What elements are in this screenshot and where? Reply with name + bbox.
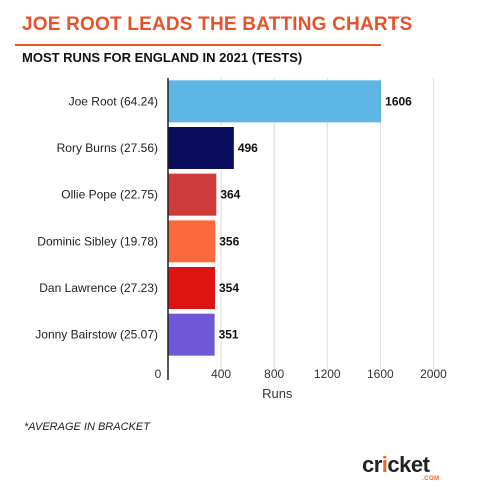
bar bbox=[168, 80, 382, 123]
logo-wordmark: cricket bbox=[362, 452, 430, 477]
footnote: *AVERAGE IN BRACKET bbox=[24, 421, 150, 433]
category-label: Joe Root (64.24) bbox=[69, 94, 158, 108]
logo-domain: .COM bbox=[422, 476, 440, 482]
chart-subtitle: MOST RUNS FOR ENGLAND IN 2021 (TESTS) bbox=[22, 50, 303, 65]
tick-layer: 0 400 800 1200 1600 2000 bbox=[155, 367, 447, 381]
data-label: 354 bbox=[219, 281, 239, 295]
category-label: Rory Burns (27.56) bbox=[57, 141, 158, 155]
data-label: 496 bbox=[238, 141, 258, 155]
category-label: Dominic Sibley (19.78) bbox=[37, 234, 158, 248]
bar bbox=[168, 173, 217, 216]
bar bbox=[168, 220, 216, 263]
data-label: 364 bbox=[220, 188, 240, 202]
category-label: Jonny Bairstow (25.07) bbox=[35, 328, 158, 342]
title-underline bbox=[15, 44, 381, 46]
cricket-com-logo: cricket .COM bbox=[362, 452, 462, 492]
data-label: 1606 bbox=[385, 94, 412, 108]
bar bbox=[168, 127, 234, 169]
data-label: 356 bbox=[219, 234, 239, 248]
chart-title: JOE ROOT LEADS THE BATTING CHARTS bbox=[22, 14, 413, 35]
bar bbox=[168, 267, 215, 309]
x-tick-label: 1600 bbox=[367, 367, 394, 381]
category-label: Dan Lawrence (27.23) bbox=[39, 281, 158, 295]
data-label: 351 bbox=[219, 328, 239, 342]
x-tick-label: 2000 bbox=[420, 367, 447, 381]
x-tick-label: 0 bbox=[155, 367, 162, 381]
grid-layer bbox=[220, 78, 434, 370]
x-tick-label: 800 bbox=[264, 367, 284, 381]
bar bbox=[168, 313, 215, 356]
x-axis-label: Runs bbox=[262, 386, 293, 401]
bar-chart: Joe Root (64.24) 1606 Rory Burns (27.56) 49… bbox=[35, 78, 447, 401]
label-layer: Joe Root (64.24) 1606 Rory Burns (27.56) 49… bbox=[35, 94, 412, 341]
bar-layer bbox=[168, 80, 382, 356]
x-tick-label: 1200 bbox=[314, 367, 341, 381]
category-label: Ollie Pope (22.75) bbox=[61, 188, 158, 202]
x-tick-label: 400 bbox=[211, 367, 231, 381]
